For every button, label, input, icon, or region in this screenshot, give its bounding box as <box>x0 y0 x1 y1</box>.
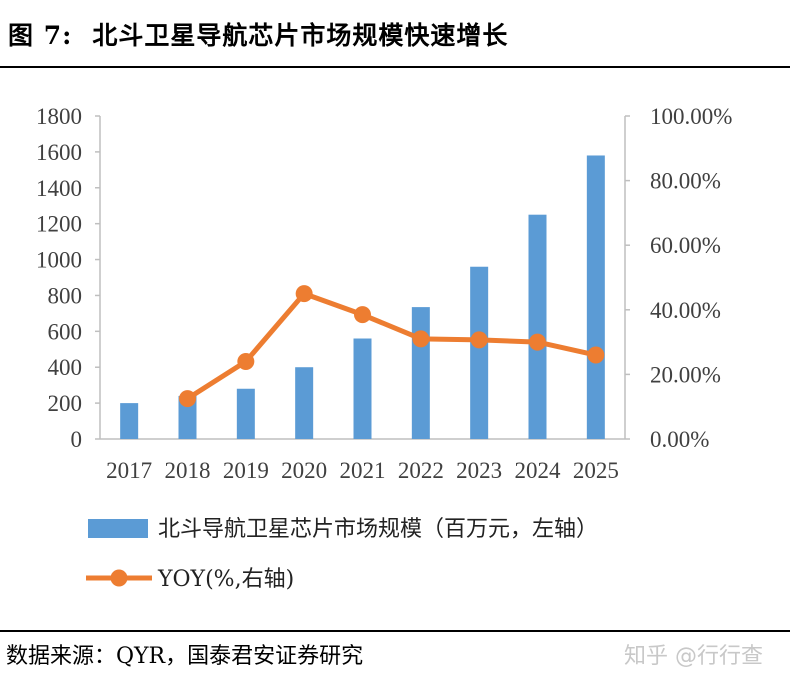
bar-2021 <box>353 338 372 439</box>
legend-bar-swatch <box>88 519 148 538</box>
bar-2018 <box>178 395 197 439</box>
y-right-tick-label: 100.00% <box>650 104 732 129</box>
y-left-tick-label: 1800 <box>36 104 82 129</box>
bar-2019 <box>236 388 255 439</box>
yoy-point-2024 <box>529 333 546 351</box>
yoy-point-2023 <box>470 331 488 349</box>
yoy-point-2022 <box>412 330 430 348</box>
bottom-rule <box>0 630 790 632</box>
yoy-point-2020 <box>295 285 313 303</box>
bar-2017 <box>120 403 139 439</box>
x-tick-label: 2024 <box>515 458 562 483</box>
bar-2025 <box>586 155 605 439</box>
x-tick-label: 2018 <box>165 458 211 483</box>
y-left-tick-label: 200 <box>48 391 83 416</box>
x-tick-label: 2019 <box>223 458 269 483</box>
watermark: 知乎 @行行查 <box>624 644 763 669</box>
yoy-point-2025 <box>587 346 605 364</box>
bar-2023 <box>470 266 489 439</box>
yoy-point-2018 <box>179 390 196 408</box>
y-right-tick-label: 40.00% <box>650 298 721 323</box>
legend-bar-label: 北斗导航卫星芯片市场规模（百万元，左轴） <box>158 517 598 542</box>
y-right-tick-label: 80.00% <box>650 169 721 194</box>
yoy-point-2021 <box>354 306 371 324</box>
top-rule <box>0 66 790 68</box>
y-right-tick-label: 60.00% <box>650 233 721 258</box>
x-tick-label: 2021 <box>340 458 386 483</box>
legend-line-marker <box>110 569 128 587</box>
y-left-tick-label: 1400 <box>36 176 82 201</box>
bar-2020 <box>295 367 314 439</box>
x-tick-label: 2022 <box>398 458 444 483</box>
figure-label: 图 7: <box>8 21 73 50</box>
figure-title: 图 7: 北斗卫星导航芯片市场规模快速增长 <box>8 16 508 52</box>
yoy-line <box>186 291 597 401</box>
x-tick-label: 2020 <box>281 458 327 483</box>
chart: 0 200 400 600 800 1000 1200 1400 1600 1800 0.00% 20… <box>36 104 732 592</box>
figure-title-text: 北斗卫星导航芯片市场规模快速增长 <box>92 21 509 50</box>
x-tick-label: 2025 <box>573 458 619 483</box>
y-left-tick-label: 400 <box>48 355 83 380</box>
y-right-tick-label: 20.00% <box>650 362 721 387</box>
bar-2024 <box>528 214 547 439</box>
y-left-tick-label: 1600 <box>36 140 82 165</box>
y-left-tick-label: 800 <box>48 283 83 308</box>
y-right-tick-label: 0.00% <box>650 427 709 452</box>
x-tick-label: 2017 <box>106 458 152 483</box>
y-left-tick-label: 600 <box>48 319 83 344</box>
source-note: 数据来源：QYR，国泰君安证券研究 <box>6 644 364 669</box>
legend-line-label: YOY(%,右轴) <box>157 567 294 592</box>
x-tick-label: 2023 <box>456 458 502 483</box>
bar-2022 <box>411 307 430 439</box>
yoy-point-2019 <box>237 352 255 370</box>
y-left-tick-label: 1200 <box>36 212 82 237</box>
y-left-tick-label: 1000 <box>36 248 82 273</box>
y-left-tick-label: 0 <box>71 427 83 452</box>
